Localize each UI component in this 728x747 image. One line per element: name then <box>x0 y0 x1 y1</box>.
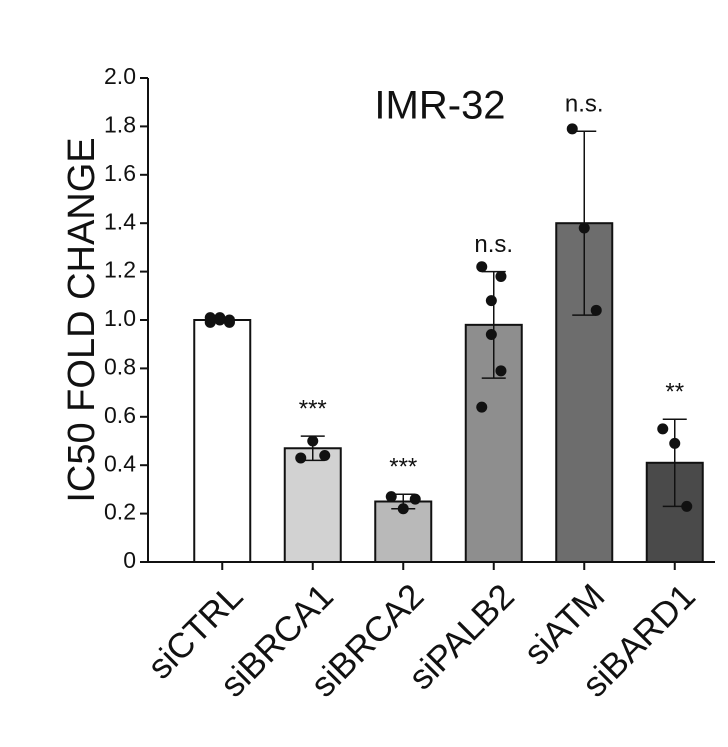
y-tick-label: 0.2 <box>104 499 136 525</box>
significance-label: *** <box>389 454 417 481</box>
data-point <box>485 295 497 307</box>
data-point <box>319 450 331 462</box>
y-tick-label: 0 <box>123 547 136 573</box>
data-point <box>566 123 578 135</box>
y-tick-label: 0.6 <box>104 402 136 428</box>
data-point <box>397 503 409 515</box>
significance-label: n.s. <box>565 91 604 118</box>
data-point <box>681 500 693 512</box>
data-point <box>214 314 226 326</box>
y-tick-label: 0.8 <box>104 353 136 379</box>
data-point <box>223 316 235 328</box>
data-point <box>476 401 488 413</box>
y-tick-label: 1.6 <box>104 160 136 186</box>
data-point <box>495 270 507 282</box>
data-point <box>578 222 590 234</box>
data-point <box>307 435 319 447</box>
chart-title: IMR-32 <box>374 84 505 128</box>
data-point <box>204 312 216 324</box>
y-tick-label: 1.8 <box>104 111 136 137</box>
y-tick-label: 1.0 <box>104 305 136 331</box>
data-point <box>590 304 602 316</box>
data-point <box>409 493 421 505</box>
data-point <box>495 365 507 377</box>
significance-label: n.s. <box>474 231 513 258</box>
y-tick-label: 1.2 <box>104 257 136 283</box>
data-point <box>485 329 497 341</box>
data-point <box>295 452 307 464</box>
data-point <box>385 491 397 503</box>
data-point <box>669 437 681 449</box>
y-axis-label: IC50 FOLD CHANGE <box>61 137 103 502</box>
y-tick-label: 0.4 <box>104 450 136 476</box>
bar <box>193 319 252 563</box>
bar <box>283 447 342 564</box>
data-point <box>657 423 669 435</box>
y-tick-label: 2.0 <box>104 63 136 89</box>
significance-label: ** <box>665 379 684 406</box>
data-point <box>476 261 488 273</box>
y-tick-label: 1.4 <box>104 208 136 234</box>
significance-label: *** <box>299 396 327 423</box>
